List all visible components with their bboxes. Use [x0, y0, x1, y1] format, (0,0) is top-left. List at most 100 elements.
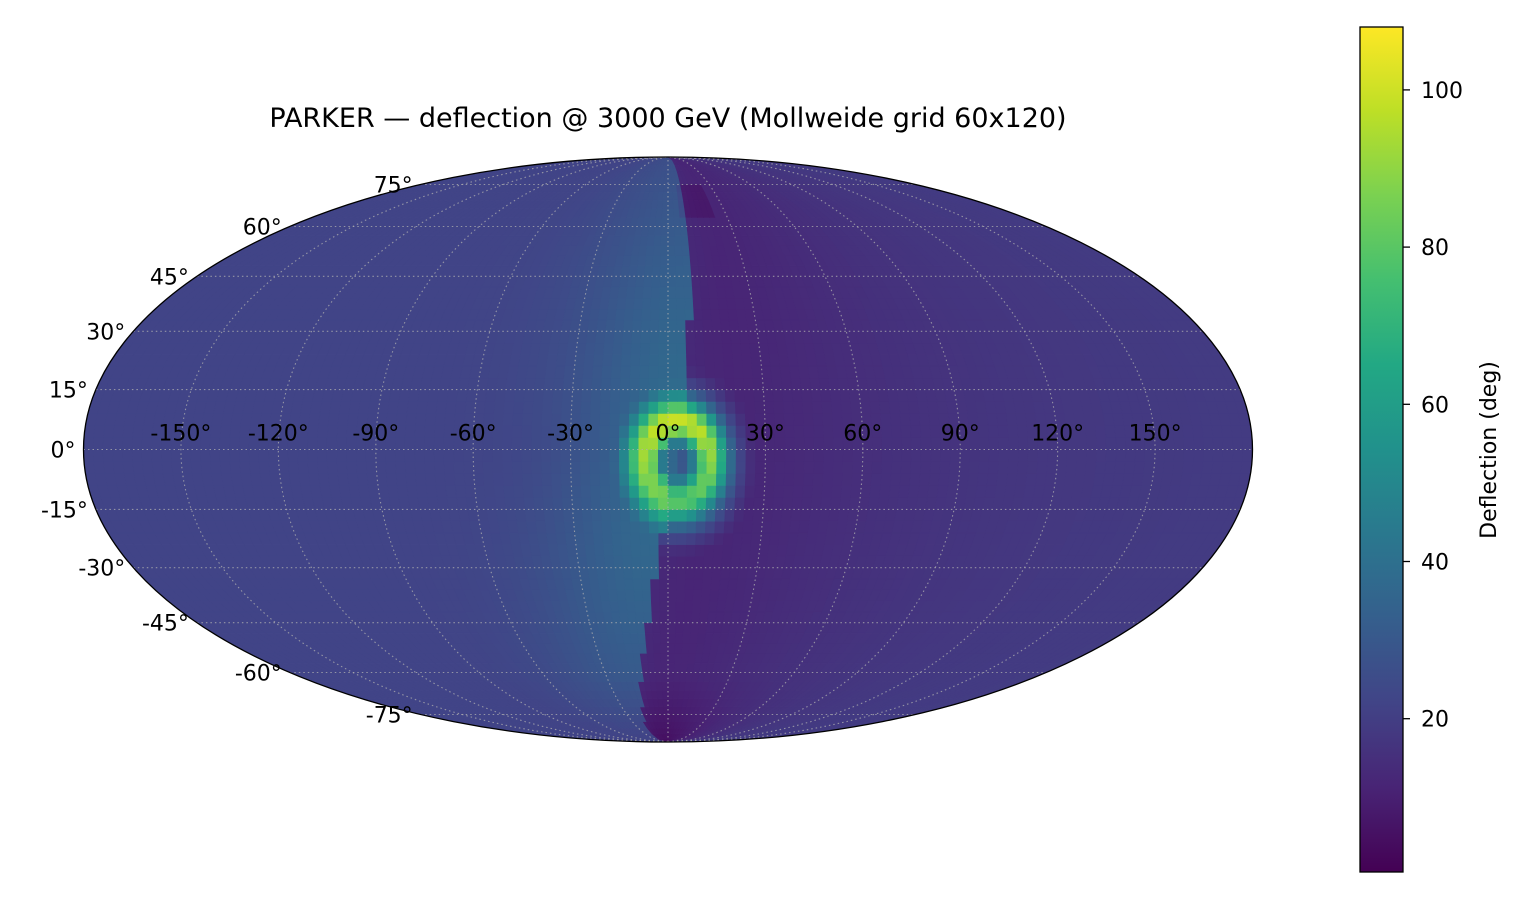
heatmap-cell	[1115, 449, 1127, 462]
heatmap-cell	[718, 308, 730, 321]
heatmap-cell	[336, 425, 348, 438]
heatmap-cell	[570, 449, 581, 462]
heatmap-cell	[563, 365, 575, 379]
heatmap-cell	[1212, 449, 1224, 462]
heatmap-cell	[595, 555, 606, 569]
heatmap-cell	[658, 319, 669, 332]
heatmap-cell	[880, 473, 892, 486]
heatmap-cell	[667, 690, 674, 700]
heatmap-cell	[386, 473, 398, 486]
heatmap-cell	[917, 401, 930, 414]
heatmap-cell	[910, 449, 922, 462]
heatmap-cell	[658, 354, 669, 367]
heatmap-cell	[1056, 449, 1068, 462]
heatmap-cell	[513, 497, 526, 510]
heatmap-cell	[858, 389, 871, 402]
heatmap-cell	[589, 473, 601, 486]
heatmap-cell	[1241, 449, 1253, 462]
heatmap-cell	[658, 578, 669, 591]
heatmap-cell	[542, 497, 554, 510]
heatmap-cell	[722, 342, 733, 355]
heatmap-cell	[658, 567, 669, 580]
heatmap-cell	[715, 497, 727, 510]
heatmap-cell	[112, 449, 124, 462]
heatmap-cell	[723, 365, 735, 379]
heatmap-cell	[879, 485, 891, 498]
heatmap-cell	[733, 509, 745, 522]
heatmap-cell	[648, 377, 659, 390]
heatmap-cell	[563, 520, 575, 534]
heatmap-cell	[821, 485, 833, 498]
heatmap-cell	[675, 600, 686, 613]
heatmap-cell	[643, 611, 653, 624]
heatmap-cell	[658, 365, 669, 379]
heatmap-cell	[1085, 461, 1097, 474]
heatmap-cell	[660, 632, 669, 644]
heatmap-cell	[733, 520, 744, 534]
heatmap-cell	[763, 485, 775, 498]
heatmap-cell	[542, 389, 554, 402]
heatmap-cell	[620, 365, 632, 379]
heatmap-cell	[554, 520, 566, 534]
heatmap-cell	[809, 377, 821, 390]
heatmap-cell	[658, 520, 669, 534]
heatmap-cell	[696, 473, 708, 486]
heatmap-cell	[433, 437, 445, 450]
heatmap-cell	[773, 401, 785, 414]
heatmap-cell	[1105, 449, 1117, 462]
heatmap-cell	[1191, 461, 1204, 474]
heatmap-cell	[949, 461, 961, 474]
heatmap-cell	[601, 520, 613, 534]
heatmap-cell	[728, 567, 740, 580]
heatmap-cell	[638, 473, 650, 486]
heatmap-cell	[648, 485, 659, 498]
heatmap-cell	[881, 449, 893, 462]
heatmap-cell	[435, 485, 448, 498]
heatmap-cell	[435, 401, 448, 414]
heatmap-cell	[654, 662, 663, 673]
heatmap-cell	[629, 497, 640, 510]
heatmap-cell	[696, 461, 708, 474]
heatmap-cell	[566, 544, 578, 557]
heatmap-cell	[425, 401, 438, 414]
heatmap-cell	[755, 449, 766, 462]
heatmap-cell	[667, 622, 677, 634]
heatmap-cell	[744, 485, 756, 498]
heatmap-cell	[103, 461, 115, 474]
heatmap-cell	[434, 413, 446, 426]
heatmap-cell	[820, 497, 832, 510]
heatmap-cell	[1114, 461, 1126, 474]
heatmap-cell	[365, 461, 378, 474]
heatmap-cell	[258, 449, 270, 462]
heatmap-cell	[532, 401, 544, 414]
heatmap-cell	[650, 600, 661, 613]
heatmap-cell	[743, 389, 755, 402]
heatmap-cell	[623, 308, 635, 321]
heatmap-cell	[365, 449, 377, 462]
heatmap-cell	[715, 473, 727, 486]
heatmap-cell	[754, 401, 766, 414]
heatmap-cell	[630, 354, 641, 367]
heatmap-cell	[151, 461, 164, 474]
heatmap-cell	[522, 485, 534, 498]
heatmap-cell	[743, 377, 755, 390]
heatmap-cell	[657, 461, 669, 474]
heatmap-cell	[764, 449, 776, 462]
heatmap-cell	[592, 365, 603, 379]
heatmap-cell	[434, 425, 446, 438]
heatmap-cell	[803, 425, 815, 438]
heatmap-cell	[677, 509, 688, 522]
heatmap-cell	[782, 485, 795, 498]
heatmap-cell	[1095, 437, 1107, 450]
heatmap-cell	[716, 437, 727, 450]
heatmap-cell	[802, 413, 814, 426]
heatmap-cell	[591, 509, 603, 522]
heatmap-cell	[122, 449, 134, 462]
heatmap-cell	[732, 354, 744, 367]
heatmap-cell	[704, 520, 716, 534]
heatmap-cell	[629, 632, 640, 644]
heatmap-cell	[551, 473, 563, 486]
heatmap-cell	[638, 497, 650, 510]
heatmap-cell	[658, 497, 669, 510]
heatmap-cell	[988, 449, 1000, 462]
